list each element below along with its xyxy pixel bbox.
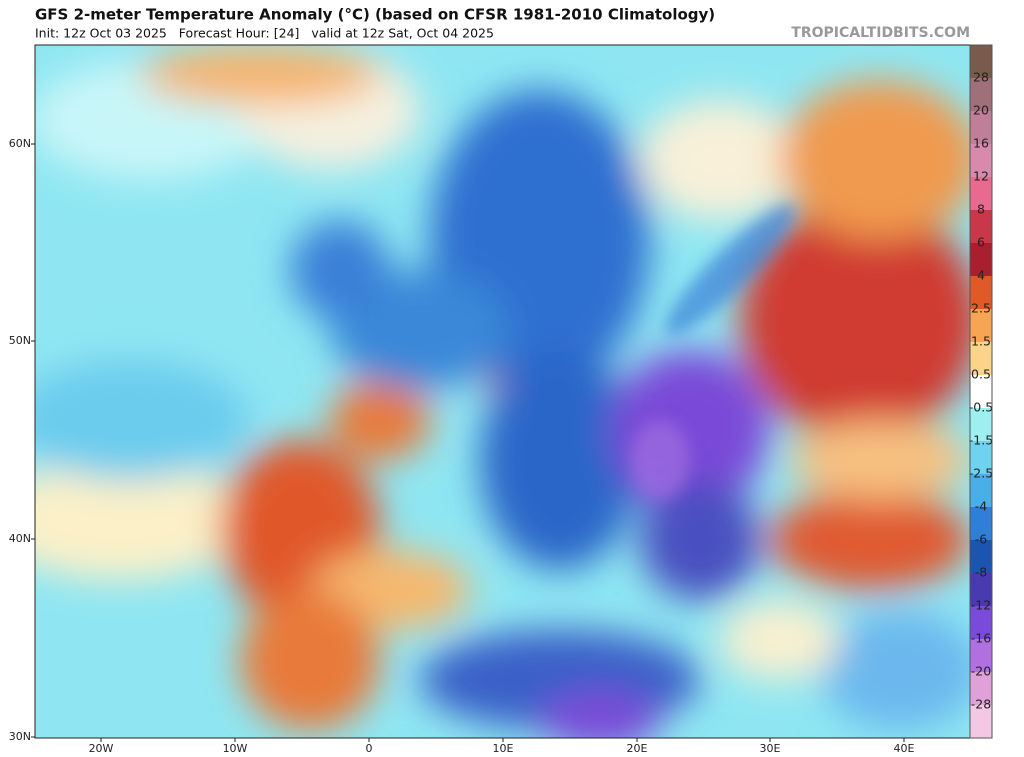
colorbar-segment bbox=[970, 474, 992, 508]
colorbar-label: 8 bbox=[977, 202, 985, 217]
colorbar-label: -20 bbox=[971, 664, 991, 679]
colorbar-label: -16 bbox=[971, 631, 991, 646]
colorbar-label: 20 bbox=[973, 103, 989, 118]
colorbar-label: -6 bbox=[975, 532, 988, 547]
lon-label: 20W bbox=[89, 742, 114, 755]
colorbar-segment bbox=[970, 672, 992, 706]
colorbar-label: -12 bbox=[971, 598, 991, 613]
lat-label: 40N bbox=[9, 532, 31, 545]
colorbar-segment bbox=[970, 309, 992, 343]
colorbar-label: 12 bbox=[973, 169, 989, 184]
axis-labels: 60N 50N 40N 30N 20W 10W 0 10E 20E 30E 40E bbox=[9, 137, 915, 755]
colorbar-label: -8 bbox=[975, 565, 988, 580]
colorbar-segment bbox=[970, 144, 992, 178]
colorbar: 28 20 16 12 8 6 4 2.5 1.5 0.5 -0.5 -1.5 -2.5 -4 -6 -8 -1… bbox=[969, 44, 993, 739]
colorbar-segment bbox=[970, 111, 992, 145]
subtitle: Init: 12z Oct 03 2025 Forecast Hour: [24… bbox=[35, 26, 494, 41]
colorbar-label: -2.5 bbox=[969, 466, 993, 481]
colorbar-segment bbox=[970, 177, 992, 211]
lon-label: 0 bbox=[366, 742, 373, 755]
lon-label: 10W bbox=[223, 742, 248, 755]
title: GFS 2-meter Temperature Anomaly (°C) (ba… bbox=[35, 6, 715, 24]
colorbar-segment bbox=[970, 276, 992, 310]
lat-label: 50N bbox=[9, 334, 31, 347]
colorbar-label: -28 bbox=[971, 697, 991, 712]
lon-label: 20E bbox=[627, 742, 648, 755]
lat-label: 60N bbox=[9, 137, 31, 150]
colorbar-label: 0.5 bbox=[971, 367, 991, 382]
lon-label: 10E bbox=[493, 742, 514, 755]
colorbar-segment bbox=[970, 606, 992, 640]
colorbar-label: 1.5 bbox=[971, 334, 991, 349]
colorbar-segment bbox=[970, 375, 992, 409]
lat-label: 30N bbox=[9, 730, 31, 743]
colorbar-segment bbox=[970, 540, 992, 574]
colorbar-segment bbox=[970, 639, 992, 673]
colorbar-segment bbox=[970, 45, 992, 79]
colorbar-label: -1.5 bbox=[969, 433, 993, 448]
anomaly-field bbox=[35, 45, 970, 738]
colorbar-label: 28 bbox=[973, 70, 989, 85]
colorbar-segment bbox=[970, 210, 992, 244]
colorbar-segment bbox=[970, 243, 992, 277]
lon-label: 30E bbox=[760, 742, 781, 755]
colorbar-segment bbox=[970, 441, 992, 475]
source: TROPICALTIDBITS.COM bbox=[791, 25, 970, 41]
colorbar-label: 6 bbox=[977, 235, 985, 250]
colorbar-label: 2.5 bbox=[971, 301, 991, 316]
colorbar-segment bbox=[970, 78, 992, 112]
colorbar-label: 4 bbox=[977, 268, 985, 283]
lon-label: 40E bbox=[894, 742, 915, 755]
colorbar-label: -4 bbox=[975, 499, 988, 514]
colorbar-label: -0.5 bbox=[969, 400, 993, 415]
colorbar-frame bbox=[969, 44, 993, 739]
colorbar-label: 16 bbox=[973, 136, 989, 151]
colorbar-segment bbox=[970, 705, 992, 739]
colorbar-segment bbox=[970, 408, 992, 442]
colorbar-segment bbox=[970, 573, 992, 607]
colorbar-segment bbox=[970, 342, 992, 376]
colorbar-segment bbox=[970, 507, 992, 541]
